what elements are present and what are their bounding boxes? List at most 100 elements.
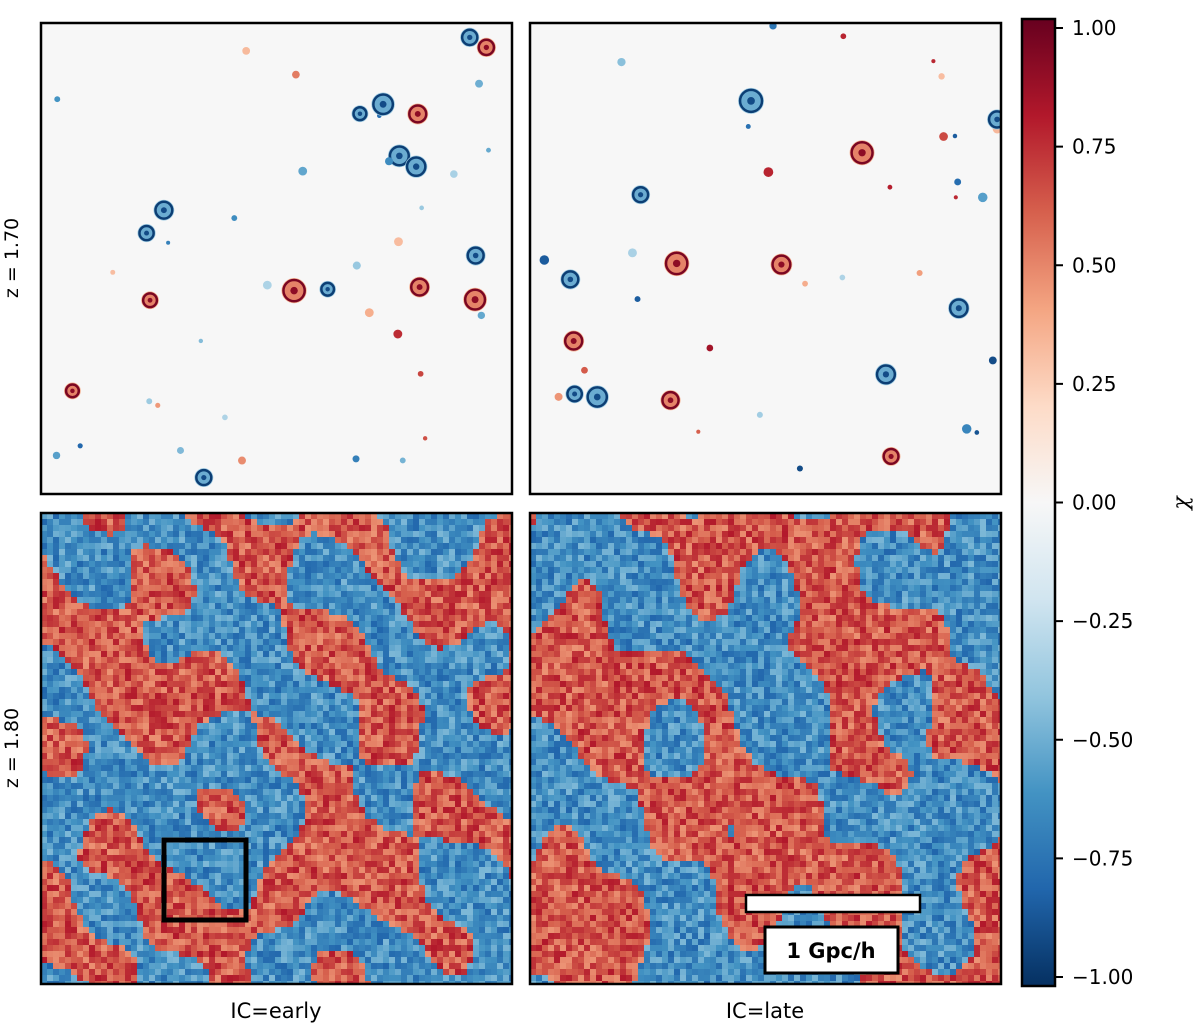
field-cell [83, 645, 90, 652]
field-cell [41, 579, 48, 586]
field-cell [281, 519, 288, 526]
field-cell [149, 933, 156, 940]
field-cell [95, 771, 102, 778]
field-cell [263, 807, 270, 814]
field-cell [149, 777, 156, 784]
field-cell [317, 681, 324, 688]
field-cell [383, 567, 390, 574]
field-cell [107, 927, 114, 934]
field-cell [347, 513, 354, 520]
field-cell [167, 717, 174, 724]
field-cell [77, 819, 84, 826]
field-cell [263, 699, 270, 706]
field-cell [281, 807, 288, 814]
field-cell [131, 723, 138, 730]
field-cell [77, 747, 84, 754]
field-cell [137, 843, 144, 850]
field-cell [371, 597, 378, 604]
field-cell [371, 903, 378, 910]
field-cell [149, 789, 156, 796]
field-cell [383, 525, 390, 532]
field-cell [125, 903, 132, 910]
field-cell [299, 885, 306, 892]
field-cell [281, 699, 288, 706]
field-cell [233, 975, 240, 982]
field-cell [233, 873, 240, 880]
field-cell [185, 741, 192, 748]
field-cell [371, 933, 378, 940]
field-cell [377, 861, 384, 868]
field-cell [347, 759, 354, 766]
field-cell [47, 969, 54, 976]
field-cell [197, 831, 204, 838]
field-cell [299, 567, 306, 574]
field-cell [305, 819, 312, 826]
field-cell [359, 687, 366, 694]
field-cell [257, 567, 264, 574]
field-cell [119, 693, 126, 700]
field-cell [287, 759, 294, 766]
field-cell [311, 693, 318, 700]
field-cell [293, 633, 300, 640]
field-cell [107, 543, 114, 550]
field-cell [107, 753, 114, 760]
field-cell [359, 975, 366, 982]
field-cell [41, 663, 48, 670]
field-cell [173, 687, 180, 694]
field-cell [95, 855, 102, 862]
field-cell [395, 687, 402, 694]
field-cell [293, 519, 300, 526]
field-cell [149, 807, 156, 814]
field-cell [113, 633, 120, 640]
field-cell [95, 921, 102, 928]
field-cell [95, 585, 102, 592]
field-cell [287, 903, 294, 910]
field-cell [287, 681, 294, 688]
field-cell [401, 873, 408, 880]
field-cell [215, 591, 222, 598]
field-cell [113, 849, 120, 856]
field-cell [47, 903, 54, 910]
field-cell [293, 783, 300, 790]
field-cell [257, 711, 264, 718]
field-cell [221, 567, 228, 574]
field-cell [251, 681, 258, 688]
field-cell [389, 921, 396, 928]
field-cell [215, 921, 222, 928]
field-cell [317, 759, 324, 766]
field-cell [353, 633, 360, 640]
field-cell [101, 861, 108, 868]
field-cell [47, 687, 54, 694]
field-cell [359, 699, 366, 706]
field-cell [233, 621, 240, 628]
field-cell [77, 609, 84, 616]
field-cell [281, 609, 288, 616]
field-cell [53, 747, 60, 754]
field-cell [173, 777, 180, 784]
field-cell [407, 561, 414, 568]
field-cell [131, 711, 138, 718]
field-cell [353, 795, 360, 802]
field-cell [101, 951, 108, 958]
field-cell [365, 717, 372, 724]
field-cell [155, 777, 162, 784]
field-cell [107, 531, 114, 538]
field-cell [131, 939, 138, 946]
field-cell [59, 861, 66, 868]
field-cell [59, 609, 66, 616]
field-cell [77, 879, 84, 886]
field-cell [161, 603, 168, 610]
field-cell [71, 927, 78, 934]
field-cell [347, 837, 354, 844]
field-cell [347, 927, 354, 934]
field-cell [323, 651, 330, 658]
field-cell [341, 795, 348, 802]
field-cell [293, 909, 300, 916]
field-cell [323, 711, 330, 718]
field-cell [293, 735, 300, 742]
field-cell [101, 519, 108, 526]
field-cell [401, 711, 408, 718]
field-cell [113, 537, 120, 544]
field-cell [185, 777, 192, 784]
field-cell [65, 861, 72, 868]
